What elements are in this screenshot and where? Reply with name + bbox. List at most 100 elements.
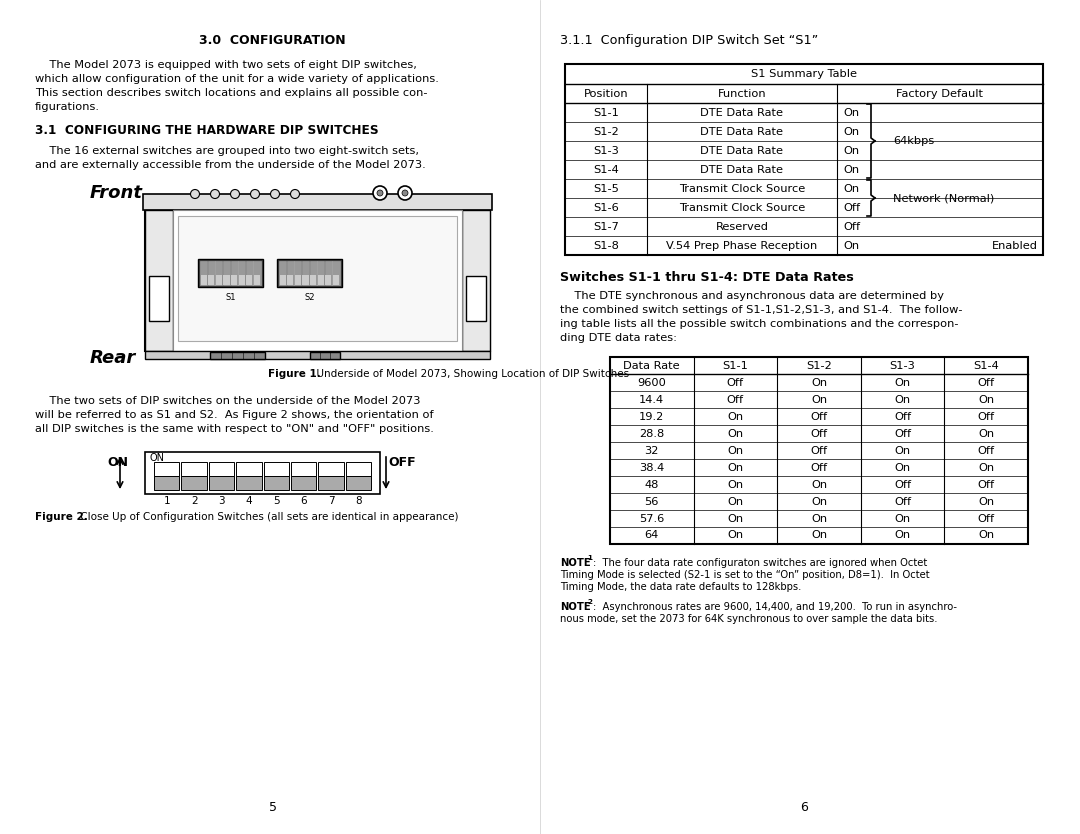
Text: On: On <box>894 394 910 404</box>
Text: DTE Data Rate: DTE Data Rate <box>701 127 783 137</box>
Text: Timing Mode, the data rate defaults to 128kbps.: Timing Mode, the data rate defaults to 1… <box>561 582 801 592</box>
Text: S1-2: S1-2 <box>593 127 619 137</box>
Bar <box>286 261 294 285</box>
Text: Off: Off <box>977 445 995 455</box>
Text: S1-5: S1-5 <box>593 183 619 193</box>
Text: Off: Off <box>810 463 827 473</box>
Text: Figure 2.: Figure 2. <box>35 512 87 522</box>
Text: 5: 5 <box>269 801 276 814</box>
Bar <box>145 210 173 351</box>
Bar <box>215 261 222 285</box>
Bar <box>565 64 1043 255</box>
Text: ding DTE data rates:: ding DTE data rates: <box>561 333 677 343</box>
Bar <box>310 352 340 359</box>
Bar <box>264 476 288 490</box>
Bar <box>302 274 309 285</box>
Text: Front: Front <box>90 184 143 202</box>
Text: 3.0  CONFIGURATION: 3.0 CONFIGURATION <box>199 34 346 47</box>
Text: On: On <box>727 480 743 490</box>
Text: figurations.: figurations. <box>35 102 100 112</box>
Text: On: On <box>843 108 859 118</box>
Text: S1-3: S1-3 <box>593 145 619 155</box>
Text: On: On <box>978 496 995 506</box>
Bar <box>346 476 372 490</box>
Bar <box>216 274 221 285</box>
Text: which allow configuration of the unit for a wide variety of applications.: which allow configuration of the unit fo… <box>35 74 438 84</box>
Text: This section describes switch locations and explains all possible con-: This section describes switch locations … <box>35 88 428 98</box>
Text: Off: Off <box>894 496 912 506</box>
Text: On: On <box>811 496 827 506</box>
Bar <box>333 261 339 285</box>
Text: On: On <box>727 429 743 439</box>
Text: Rear: Rear <box>90 349 136 367</box>
Text: Off: Off <box>727 378 744 388</box>
Circle shape <box>291 189 299 198</box>
Bar <box>294 261 301 285</box>
Text: On: On <box>727 445 743 455</box>
Text: Off: Off <box>810 411 827 421</box>
Text: OFF: OFF <box>388 456 416 469</box>
Text: The 16 external switches are grouped into two eight-switch sets,: The 16 external switches are grouped int… <box>35 146 419 156</box>
Bar <box>610 357 1028 544</box>
Bar <box>310 274 316 285</box>
Text: On: On <box>894 445 910 455</box>
Circle shape <box>377 190 383 196</box>
Text: The two sets of DIP switches on the underside of the Model 2073: The two sets of DIP switches on the unde… <box>35 396 420 406</box>
Bar <box>208 274 214 285</box>
Bar <box>210 352 265 359</box>
Text: S1-2: S1-2 <box>806 360 832 370</box>
Text: ON: ON <box>149 453 164 463</box>
Text: DTE Data Rate: DTE Data Rate <box>701 164 783 174</box>
Text: Transmit Clock Source: Transmit Clock Source <box>679 183 805 193</box>
Bar <box>310 261 316 285</box>
Circle shape <box>399 186 411 200</box>
Text: On: On <box>727 514 743 524</box>
Text: On: On <box>843 164 859 174</box>
Text: 19.2: 19.2 <box>639 411 664 421</box>
Text: S1-1: S1-1 <box>593 108 619 118</box>
Text: NOTE: NOTE <box>561 558 591 568</box>
Text: On: On <box>811 378 827 388</box>
Bar <box>208 476 234 490</box>
Text: S1-3: S1-3 <box>890 360 916 370</box>
Text: On: On <box>811 530 827 540</box>
Text: 28.8: 28.8 <box>639 429 664 439</box>
Text: S1-8: S1-8 <box>593 240 619 250</box>
Text: On: On <box>978 394 995 404</box>
Bar <box>325 261 332 285</box>
Text: all DIP switches is the same with respect to "ON" and "OFF" positions.: all DIP switches is the same with respec… <box>35 424 434 434</box>
Text: Position: Position <box>583 88 629 98</box>
Text: On: On <box>978 429 995 439</box>
Bar <box>173 210 462 351</box>
Bar <box>264 462 288 476</box>
Text: ing table lists all the possible switch combinations and the correspon-: ing table lists all the possible switch … <box>561 319 959 329</box>
Bar <box>465 276 486 321</box>
Text: 48: 48 <box>645 480 659 490</box>
Text: 7: 7 <box>327 496 334 506</box>
Text: Figure 1.: Figure 1. <box>268 369 321 379</box>
Bar <box>287 274 294 285</box>
Text: The DTE synchronous and asynchronous data are determined by: The DTE synchronous and asynchronous dat… <box>561 291 944 301</box>
Text: Off: Off <box>727 394 744 404</box>
Bar <box>302 261 309 285</box>
Text: 32: 32 <box>645 445 659 455</box>
Bar <box>291 462 316 476</box>
Text: nous mode, set the 2073 for 64K synchronous to over sample the data bits.: nous mode, set the 2073 for 64K synchron… <box>561 614 937 624</box>
Bar <box>149 276 168 321</box>
Bar <box>295 274 301 285</box>
Text: S1: S1 <box>226 294 235 303</box>
Text: 6: 6 <box>300 496 307 506</box>
Text: DTE Data Rate: DTE Data Rate <box>701 145 783 155</box>
Text: 64: 64 <box>645 530 659 540</box>
Text: On: On <box>727 463 743 473</box>
Text: Enabled: Enabled <box>993 240 1038 250</box>
Text: Off: Off <box>810 445 827 455</box>
Text: Reserved: Reserved <box>715 222 769 232</box>
Text: :  Asynchronous rates are 9600, 14,400, and 19,200.  To run in asynchro-: : Asynchronous rates are 9600, 14,400, a… <box>593 602 957 612</box>
Text: 38.4: 38.4 <box>639 463 664 473</box>
Bar <box>291 476 316 490</box>
Bar <box>276 259 342 288</box>
Bar <box>319 476 343 490</box>
Text: 9600: 9600 <box>637 378 666 388</box>
Text: S1 Summary Table: S1 Summary Table <box>751 69 858 79</box>
